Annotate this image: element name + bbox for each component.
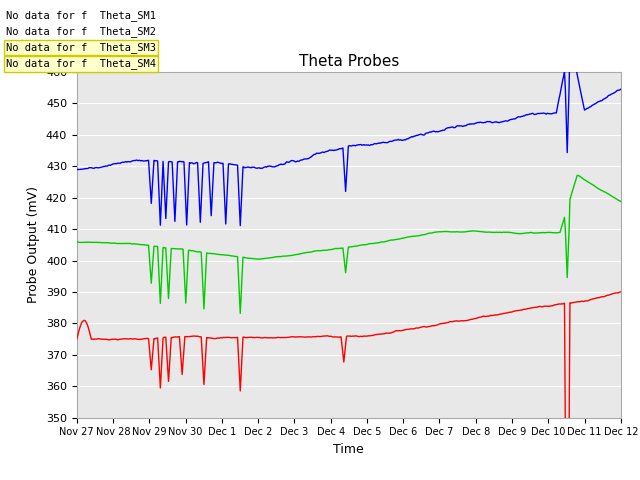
- Title: Theta Probes: Theta Probes: [299, 54, 399, 70]
- Y-axis label: Probe Output (mV): Probe Output (mV): [28, 186, 40, 303]
- Text: No data for f  Theta_SM2: No data for f Theta_SM2: [6, 26, 156, 37]
- Text: No data for f  Theta_SM3: No data for f Theta_SM3: [6, 42, 156, 53]
- Text: No data for f  Theta_SM1: No data for f Theta_SM1: [6, 11, 156, 22]
- X-axis label: Time: Time: [333, 443, 364, 456]
- Text: No data for f  Theta_SM4: No data for f Theta_SM4: [6, 59, 156, 70]
